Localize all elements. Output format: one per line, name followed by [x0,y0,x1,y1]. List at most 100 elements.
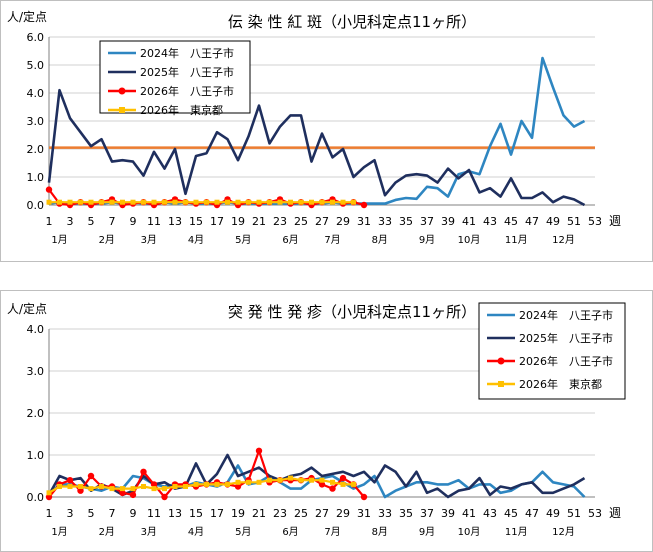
series-point [214,481,220,487]
x-tick-label: 45 [504,215,518,228]
month-label: 11月 [505,526,528,538]
series-point [330,479,335,485]
series-point [151,199,157,205]
x-tick-label: 9 [130,215,137,228]
series-point [277,199,283,205]
month-label: 11月 [505,234,528,246]
series-point [151,486,157,492]
series-point [267,477,272,483]
series-point [329,485,336,492]
legend-marker [497,357,505,365]
series-point [319,199,325,205]
series-point [172,484,178,489]
series-point [99,199,104,205]
series-point [318,481,326,488]
series-point [298,199,304,205]
series-point [150,481,158,488]
y-tick-label: 1.0 [27,171,45,184]
month-label: 8月 [372,234,388,246]
series-point [161,493,168,501]
series-4 [46,475,356,496]
x-tick-label: 5 [88,215,95,228]
x-tick-label: 9 [130,507,137,520]
series-point [109,486,115,492]
x-tick-label: 49 [546,507,560,520]
chart-panel-exanthem-subitum: 突 発 性 発 疹（小児科定点11ヶ所） 人/定点週 0.0 1.0 2.0 3.0 4.0… [0,290,653,552]
series-point [67,199,73,205]
x-tick-label: 29 [336,507,350,520]
x-tick-label: 41 [462,507,476,520]
x-tick-label: 1 [46,215,53,228]
month-label: 9月 [419,526,435,538]
series-point [340,481,346,487]
y-tick-label: 2.0 [27,407,45,420]
series-point [88,486,94,492]
x-tick-label: 25 [294,507,308,520]
x-tick-label: 27 [315,507,329,520]
series-point [298,477,304,483]
x-tick-label: 15 [189,215,203,228]
series-point [193,199,199,205]
series-point [288,199,293,205]
x-tick-label: 17 [210,507,224,520]
month-label: 6月 [282,234,298,246]
x-tick-label: 37 [420,507,434,520]
legend-entry: 2026年 八王子市 [108,84,234,98]
month-label: 2月 [99,526,115,538]
y-tick-label: 1.0 [27,449,45,462]
x-tick-label: 3 [67,215,74,228]
x-tick-label: 13 [168,215,182,228]
series-point [277,477,283,483]
series-point [46,199,52,205]
series-point [109,199,115,205]
x-tick-label: 13 [168,507,182,520]
series-point [57,199,62,205]
series-point [204,199,209,205]
month-label: 1月 [51,526,67,538]
series-point [130,199,136,205]
series-2 [47,88,586,207]
series-point [339,474,347,482]
series-point [351,199,356,205]
series-line [47,453,586,499]
legend-entry: 2024年 八王子市 [487,308,613,322]
chart-title: 伝 染 性 紅 斑（小児科定点11ヶ所） [228,13,476,31]
legend-marker [498,381,504,387]
legend: 2024年 八王子市 2025年 八王子市 2026年 八王子市 2026年 東京都 [478,302,626,400]
legend-entry: 2025年 八王子市 [487,331,613,345]
x-tick-label: 31 [357,215,371,228]
series-point [309,199,314,205]
series-point [360,201,368,209]
series-point [46,490,52,496]
legend-label: 2026年 東京都 [140,103,223,117]
month-label: 3月 [141,234,157,246]
series-point [172,199,178,205]
legend-label: 2025年 八王子市 [519,331,613,345]
series-point [67,484,73,489]
month-label: 10月 [458,234,481,246]
x-axis-label: 週 [609,214,621,228]
series-point [99,484,104,489]
chart-erythema-infectiosum: 伝 染 性 紅 斑（小児科定点11ヶ所） 人/定点週 0.0 1.0 2.0 3.0 4.0… [7,9,621,246]
series-point [235,199,241,205]
series-point [120,486,125,492]
series-2 [47,453,586,499]
series-point [340,199,346,205]
x-tick-label: 45 [504,507,518,520]
legend-entry: 2026年 東京都 [487,377,602,391]
month-label: 7月 [324,234,340,246]
legend-label: 2025年 八王子市 [140,65,234,79]
x-tick-label: 11 [147,507,161,520]
x-tick-label: 43 [483,507,497,520]
y-tick-label: 0.0 [27,199,45,212]
x-tick-label: 17 [210,215,224,228]
legend-label: 2026年 八王子市 [519,354,613,368]
legend-entry: 2025年 八王子市 [108,65,234,79]
x-tick-label: 5 [88,507,95,520]
x-tick-label: 21 [252,507,266,520]
y-tick-label: 2.0 [27,143,45,156]
month-label: 10月 [458,526,481,538]
series-point [256,479,262,485]
chart-panel-erythema-infectiosum: 伝 染 性 紅 斑（小児科定点11ヶ所） 人/定点週 0.0 1.0 2.0 3.0 4.0… [0,0,653,262]
month-label: 4月 [188,234,204,246]
